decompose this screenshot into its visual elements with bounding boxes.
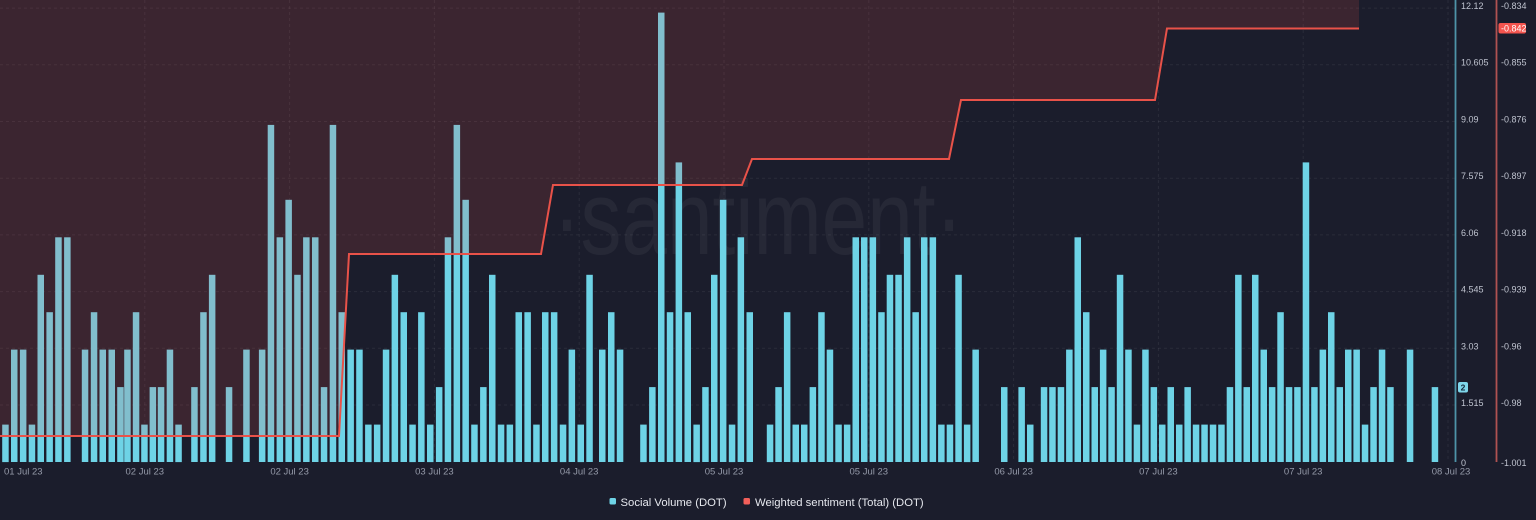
svg-text:10.605: 10.605 bbox=[1461, 58, 1489, 68]
svg-text:04 Jul 23: 04 Jul 23 bbox=[560, 467, 599, 478]
svg-text:-0.842: -0.842 bbox=[1501, 24, 1527, 34]
svg-text:Social Volume (DOT): Social Volume (DOT) bbox=[621, 497, 727, 509]
svg-text:0: 0 bbox=[1461, 458, 1466, 468]
svg-text:-0.939: -0.939 bbox=[1501, 285, 1527, 295]
svg-text:7.575: 7.575 bbox=[1461, 171, 1484, 181]
svg-text:08 Jul 23: 08 Jul 23 bbox=[1432, 467, 1471, 478]
svg-text:05 Jul 23: 05 Jul 23 bbox=[705, 467, 744, 478]
svg-text:01 Jul 23: 01 Jul 23 bbox=[4, 467, 43, 478]
svg-text:2: 2 bbox=[1461, 382, 1466, 392]
svg-text:-0.855: -0.855 bbox=[1501, 58, 1527, 68]
svg-text:-0.96: -0.96 bbox=[1501, 341, 1522, 351]
svg-text:·santiment·: ·santiment· bbox=[553, 159, 963, 276]
svg-text:-0.834: -0.834 bbox=[1501, 1, 1527, 11]
svg-text:Weighted sentiment (Total) (DO: Weighted sentiment (Total) (DOT) bbox=[755, 497, 924, 509]
svg-text:3.03: 3.03 bbox=[1461, 341, 1479, 351]
svg-text:6.06: 6.06 bbox=[1461, 228, 1479, 238]
svg-text:-0.876: -0.876 bbox=[1501, 114, 1527, 124]
svg-text:-1.001: -1.001 bbox=[1501, 458, 1527, 468]
svg-text:03 Jul 23: 03 Jul 23 bbox=[415, 467, 454, 478]
svg-text:1.515: 1.515 bbox=[1461, 398, 1484, 408]
svg-text:02 Jul 23: 02 Jul 23 bbox=[270, 467, 309, 478]
svg-text:-0.897: -0.897 bbox=[1501, 171, 1527, 181]
svg-text:9.09: 9.09 bbox=[1461, 114, 1479, 124]
svg-text:06 Jul 23: 06 Jul 23 bbox=[994, 467, 1033, 478]
svg-text:4.545: 4.545 bbox=[1461, 285, 1484, 295]
svg-text:07 Jul 23: 07 Jul 23 bbox=[1284, 467, 1323, 478]
svg-text:-0.918: -0.918 bbox=[1501, 228, 1527, 238]
svg-text:-0.98: -0.98 bbox=[1501, 398, 1522, 408]
svg-text:12.12: 12.12 bbox=[1461, 1, 1484, 11]
svg-text:07 Jul 23: 07 Jul 23 bbox=[1139, 467, 1178, 478]
svg-text:05 Jul 23: 05 Jul 23 bbox=[850, 467, 889, 478]
svg-text:02 Jul 23: 02 Jul 23 bbox=[126, 467, 165, 478]
